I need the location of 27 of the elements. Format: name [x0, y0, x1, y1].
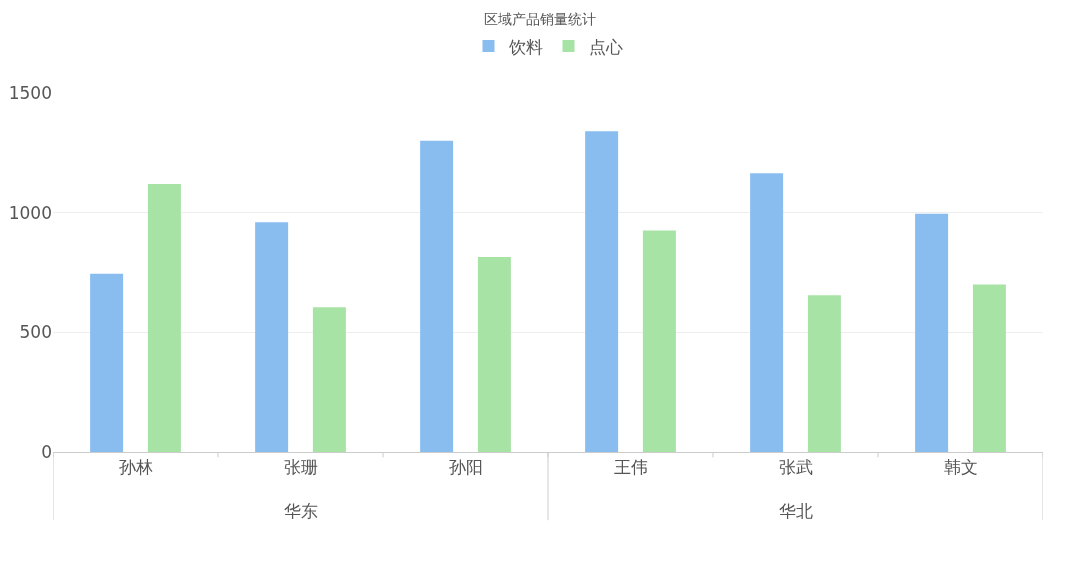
bar	[312, 307, 346, 452]
legend-label: 点心	[588, 36, 623, 57]
text: 华北	[779, 501, 813, 521]
bar	[255, 222, 289, 452]
x-tick-label: 张珊	[283, 457, 318, 478]
bar	[807, 295, 841, 452]
y-tick-label: 1500	[8, 82, 52, 103]
x-tick-label: 韩文	[943, 457, 978, 478]
y-tick-label: 500	[19, 322, 52, 343]
bar	[90, 273, 124, 452]
y-tick-label: 0	[41, 441, 52, 462]
bar	[915, 213, 949, 452]
text: 华东	[284, 501, 318, 521]
bar	[750, 173, 784, 452]
chart-title: 区域产品销量统计	[484, 10, 596, 27]
y-tick-label: 1000	[8, 202, 52, 223]
bar	[642, 230, 676, 452]
x-tick-label: 王伟	[613, 457, 648, 478]
legend-label: 饮料	[507, 36, 543, 57]
bar	[147, 183, 181, 452]
bar	[420, 140, 454, 452]
x-tick-label: 孙阳	[448, 457, 483, 478]
bar	[972, 284, 1006, 452]
x-tick-label: 张武	[778, 457, 813, 478]
bar	[585, 131, 619, 452]
x-tick-label: 孙林	[118, 457, 153, 478]
bar	[477, 256, 511, 452]
